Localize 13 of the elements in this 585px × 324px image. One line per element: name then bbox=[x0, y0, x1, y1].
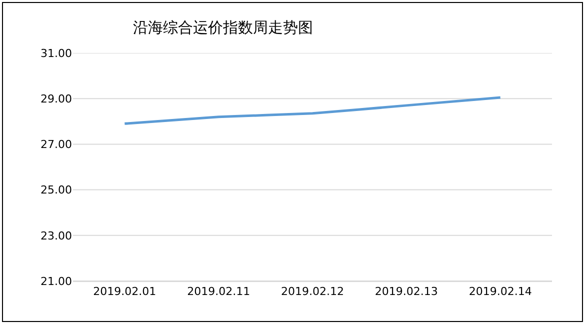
chart-title: 沿海综合运价指数周走势图 bbox=[133, 18, 314, 37]
x-tick-label: 2019.02.01 bbox=[93, 285, 156, 298]
x-tick-label: 2019.02.13 bbox=[374, 285, 438, 298]
x-tick-label: 2019.02.14 bbox=[468, 285, 532, 298]
y-tick-label: 25.00 bbox=[40, 184, 72, 197]
y-tick-label: 27.00 bbox=[40, 138, 72, 152]
x-tick-label: 2019.02.12 bbox=[281, 285, 344, 298]
line-series bbox=[123, 96, 502, 125]
y-tick-label: 31.00 bbox=[40, 46, 72, 60]
y-tick-label: 21.00 bbox=[40, 274, 72, 288]
y-tick-label: 29.00 bbox=[40, 92, 72, 106]
x-tick-label: 2019.02.11 bbox=[187, 285, 250, 298]
y-tick-label: 23.00 bbox=[40, 229, 72, 242]
